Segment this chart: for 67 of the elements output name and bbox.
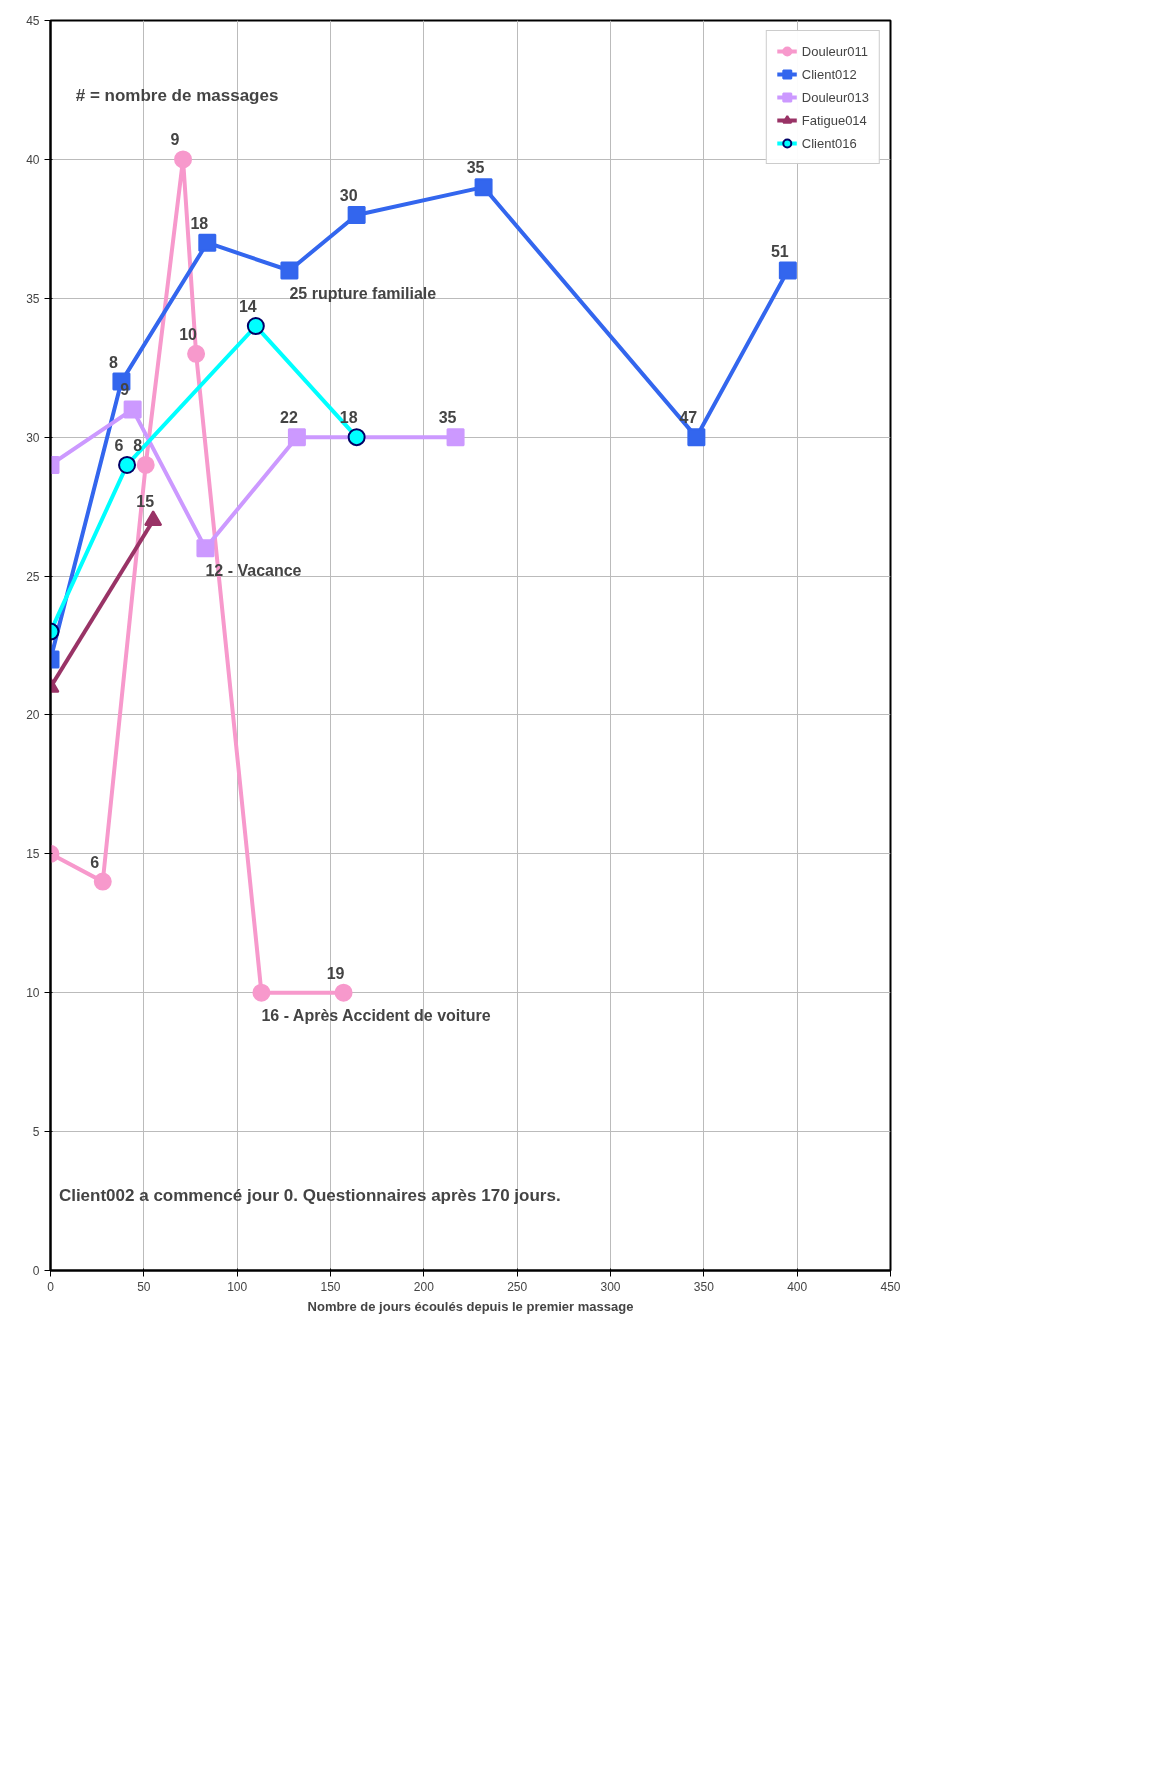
- y-tick-label: 25: [26, 569, 40, 584]
- y-tick-label: 5: [32, 1125, 40, 1140]
- annotation: 51: [770, 242, 789, 260]
- point: [118, 455, 137, 474]
- x-tick-label: 350: [693, 1279, 715, 1294]
- legend-label: Client016: [801, 135, 857, 151]
- point: [187, 344, 206, 363]
- x-tick-label: 400: [787, 1279, 808, 1294]
- annotation: 10: [179, 325, 198, 343]
- y-tick-label: 40: [26, 152, 40, 167]
- point: [287, 428, 306, 447]
- x-tick-label: 50: [137, 1279, 151, 1294]
- point: [246, 317, 265, 336]
- x-tick-label: 150: [320, 1279, 341, 1294]
- y-tick-label: 20: [26, 708, 40, 723]
- y-tick-label: 10: [26, 986, 40, 1001]
- point: [252, 983, 271, 1002]
- annotation: 6: [114, 436, 124, 454]
- point: [474, 178, 493, 197]
- annotation: Client002 a commencé jour 0. Questionnaires après 170 jours.: [58, 1186, 561, 1205]
- y-tick-label: 0: [32, 1264, 40, 1278]
- y-tick-label: 35: [26, 291, 40, 306]
- annotation: 18: [190, 214, 209, 232]
- annotation: 12 - Vacance: [205, 562, 302, 580]
- legend-label: Douleur013: [801, 89, 869, 105]
- x-tick-label: 0: [47, 1279, 55, 1294]
- point: [687, 428, 706, 447]
- point: [198, 233, 217, 252]
- annotation: 8: [108, 353, 118, 371]
- y-tick-label: 15: [26, 847, 40, 862]
- legend-label: Client012: [801, 66, 857, 82]
- legend-label: Fatigue014: [801, 112, 867, 128]
- point: [347, 205, 366, 224]
- legend-label: Douleur011: [801, 43, 869, 59]
- point: [93, 872, 112, 891]
- annotation: 30: [339, 186, 358, 204]
- annotation: 22: [280, 409, 298, 427]
- point: [446, 428, 465, 447]
- point: [334, 983, 353, 1002]
- annotation: 18: [339, 409, 358, 427]
- point: [123, 400, 142, 419]
- annotation: 14: [238, 298, 257, 316]
- annotation: # = nombre de massages: [75, 86, 279, 105]
- y-tick-label: 45: [26, 14, 40, 28]
- annotation: 15: [136, 492, 155, 510]
- point: [196, 539, 215, 558]
- x-axis-title: Nombre de jours écoulés depuis le premier massage: [307, 1298, 634, 1314]
- point: [778, 261, 797, 280]
- annotation: 8: [133, 436, 143, 454]
- annotation: 9: [170, 131, 180, 149]
- x-tick-label: 450: [880, 1279, 901, 1294]
- x-tick-label: 250: [507, 1279, 528, 1294]
- annotation: 6: [90, 853, 100, 871]
- point: [280, 261, 299, 280]
- point: [347, 428, 366, 447]
- point: [174, 150, 193, 169]
- x-tick-label: 200: [413, 1279, 435, 1294]
- point: [136, 455, 155, 474]
- annotation: 19: [326, 964, 345, 982]
- annotation: 35: [438, 409, 457, 427]
- annotation: 9: [120, 381, 130, 399]
- x-tick-label: 300: [600, 1279, 621, 1294]
- annotation: 25 rupture familiale: [289, 284, 437, 302]
- annotation: 16 - Après Accident de voiture: [261, 1006, 491, 1024]
- y-tick-label: 30: [26, 430, 40, 445]
- annotation: 35: [466, 159, 485, 177]
- x-tick-label: 100: [227, 1279, 248, 1294]
